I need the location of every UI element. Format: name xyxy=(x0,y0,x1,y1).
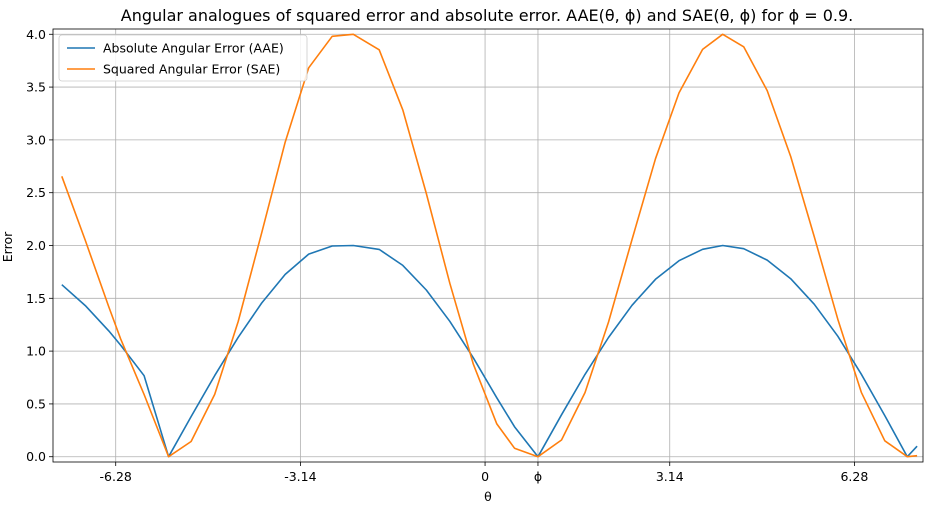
grid-lines xyxy=(53,29,923,462)
x-tick-label: 3.14 xyxy=(656,469,684,484)
x-tick-label: -6.28 xyxy=(100,469,132,484)
x-axis: -6.28 -3.14 0 ϕ 3.14 6.28 xyxy=(100,462,868,484)
legend: Absolute Angular Error (AAE) Squared Angu… xyxy=(58,34,308,82)
series-line-aae xyxy=(61,244,918,458)
x-tick-label: 6.28 xyxy=(840,469,868,484)
y-tick-label: 2.0 xyxy=(26,238,46,253)
series-lines xyxy=(61,33,918,458)
legend-box xyxy=(58,34,308,82)
series-line-sae xyxy=(61,33,918,458)
y-tick-label: 0.0 xyxy=(26,449,46,464)
legend-label: Squared Angular Error (SAE) xyxy=(103,62,280,77)
y-tick-label: 3.0 xyxy=(26,132,46,147)
y-tick-label: 1.5 xyxy=(26,291,46,306)
x-axis-label: θ xyxy=(484,489,492,504)
x-tick-label: -3.14 xyxy=(284,469,316,484)
y-tick-label: 4.0 xyxy=(26,27,46,42)
x-tick-label: ϕ xyxy=(534,469,542,484)
y-axis-label: Error xyxy=(0,231,15,262)
y-axis: 0.0 0.5 1.0 1.5 2.0 2.5 3.0 3.5 4.0 xyxy=(26,27,53,464)
x-tick-label: 0 xyxy=(481,469,489,484)
y-tick-label: 1.0 xyxy=(26,344,46,359)
y-tick-label: 2.5 xyxy=(26,185,46,200)
y-tick-label: 3.5 xyxy=(26,80,46,95)
legend-label: Absolute Angular Error (AAE) xyxy=(103,41,284,56)
y-tick-label: 0.5 xyxy=(26,396,46,411)
chart-title: Angular analogues of squared error and a… xyxy=(121,6,853,25)
